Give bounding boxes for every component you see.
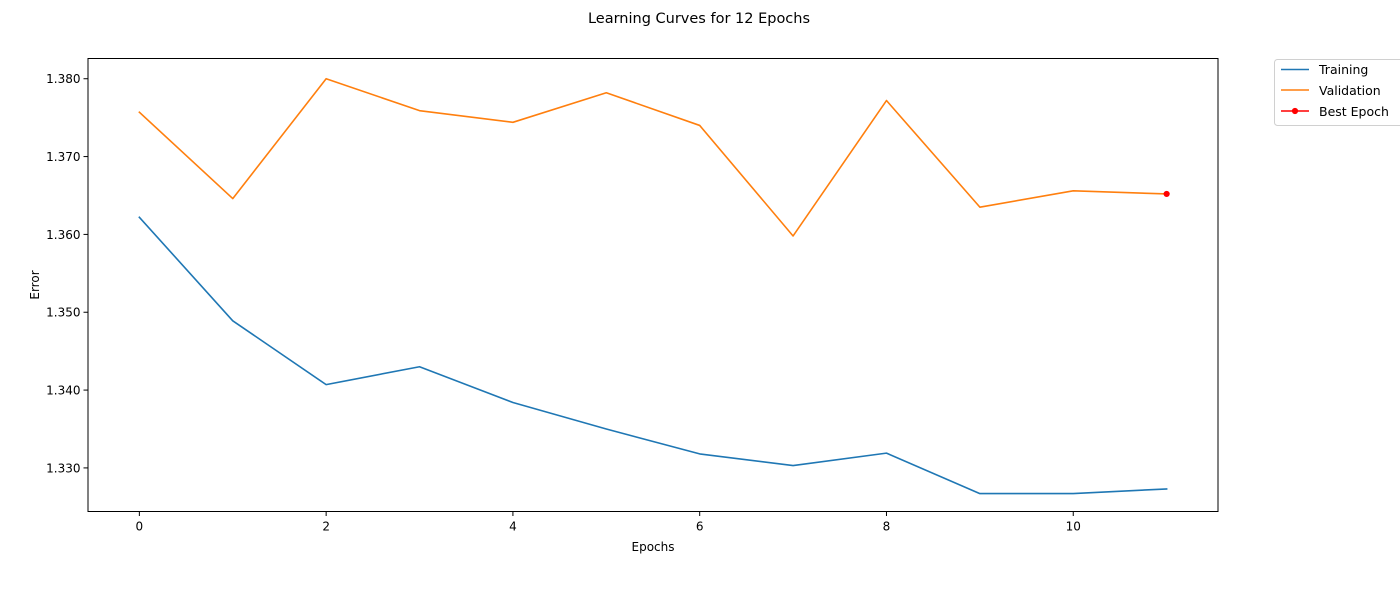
legend-label-training: Training <box>1318 62 1368 77</box>
legend-entry-validation: Validation <box>1281 83 1381 98</box>
x-axis: 0 2 4 6 8 10 <box>136 511 1081 534</box>
series-line-validation <box>138 77 1168 237</box>
y-tick-label: 1.370 <box>46 150 80 164</box>
legend-entry-training: Training <box>1281 62 1368 77</box>
legend-marker-best-epoch <box>1291 107 1299 115</box>
x-tick-label: 10 <box>1066 520 1081 534</box>
chart-title: Learning Curves for 12 Epochs <box>588 11 810 27</box>
x-axis-label: Epochs <box>632 540 675 554</box>
legend: Training Validation Best Epoch <box>1274 59 1400 126</box>
x-tick-label: 2 <box>322 520 330 534</box>
x-tick-label: 0 <box>136 520 144 534</box>
x-tick-label: 8 <box>883 520 891 534</box>
legend-label-best-epoch: Best Epoch <box>1319 104 1389 119</box>
legend-frame <box>1274 59 1400 126</box>
y-tick-label: 1.360 <box>46 228 80 242</box>
y-tick-label: 1.340 <box>46 384 80 398</box>
best-epoch-marker <box>1163 190 1170 198</box>
series-layer <box>138 77 1170 495</box>
x-tick-label: 4 <box>509 520 517 534</box>
plot-area: 0 2 4 6 8 10 1.330 1.340 1.350 1.360 1.370 1.380 <box>46 58 1219 534</box>
y-axis-label: Error <box>28 270 42 299</box>
x-tick-label: 6 <box>696 520 704 534</box>
y-tick-label: 1.330 <box>46 461 80 475</box>
plot-frame <box>87 58 1219 512</box>
y-tick-label: 1.350 <box>46 306 80 320</box>
legend-entry-best-epoch: Best Epoch <box>1281 104 1389 119</box>
legend-label-validation: Validation <box>1319 83 1381 98</box>
series-line-training <box>138 216 1168 495</box>
y-axis: 1.330 1.340 1.350 1.360 1.370 1.380 <box>46 72 88 475</box>
y-tick-label: 1.380 <box>46 72 80 86</box>
